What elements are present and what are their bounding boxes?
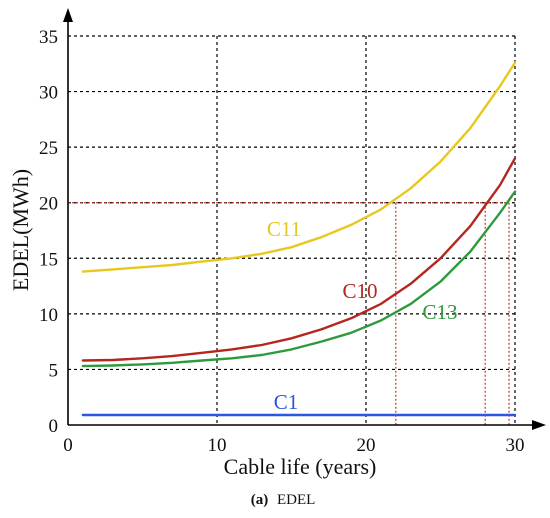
y-tick-label-0: 0: [49, 416, 59, 437]
x-tick-label-10: 10: [208, 435, 227, 456]
y-tick-label-20: 20: [39, 194, 58, 215]
series-label-c11: C11: [267, 217, 301, 241]
series-line-c13: [81, 190, 517, 368]
y-axis-arrow: [63, 8, 73, 22]
x-axis-arrow: [532, 420, 546, 430]
y-tick-label-10: 10: [39, 305, 58, 326]
y-tick-label-5: 5: [49, 360, 59, 381]
series-label-c10: C10: [342, 279, 377, 303]
tick-labels: 0 5 10 15 20 25 30 35 0 10 20 30: [39, 27, 525, 456]
caption-label: (a): [251, 492, 269, 508]
x-tick-label-30: 30: [506, 435, 525, 456]
series-line-c10: [81, 157, 517, 362]
x-tick-label-20: 20: [357, 435, 376, 456]
x-axis-title: Cable life (years): [224, 454, 377, 479]
series-lines: [81, 61, 517, 417]
threshold-annotations: [68, 202, 510, 425]
axes: [63, 8, 546, 430]
caption-text: EDEL: [277, 492, 315, 508]
grid: [68, 35, 516, 425]
x-tick-label-0: 0: [63, 435, 73, 456]
series-labels: C11 C10 C13 C1: [267, 217, 458, 414]
y-tick-label-35: 35: [39, 27, 58, 48]
figure-caption: (a) EDEL: [251, 492, 316, 508]
y-tick-label-15: 15: [39, 249, 58, 270]
y-tick-label-25: 25: [39, 138, 58, 159]
series-label-c13: C13: [422, 300, 457, 324]
series-line-c11: [81, 61, 517, 273]
y-tick-label-30: 30: [39, 83, 58, 104]
y-axis-title: EDEL(MWh): [8, 169, 33, 291]
series-label-c1: C1: [274, 390, 299, 414]
